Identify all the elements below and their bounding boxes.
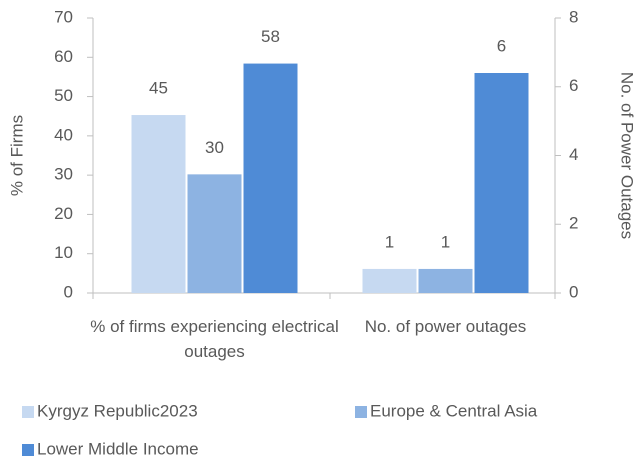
y-tick-label: 50	[54, 86, 73, 105]
y-tick-label: 70	[54, 7, 73, 26]
data-label: 58	[261, 27, 280, 46]
y-tick-label: 40	[54, 125, 73, 144]
legend-label: Lower Middle Income	[37, 439, 199, 458]
bar	[418, 268, 473, 293]
y-tick-label: 60	[54, 47, 73, 66]
data-label: 45	[149, 79, 168, 98]
bar	[362, 268, 417, 293]
bar	[187, 174, 242, 293]
y-axis-title: % of Firms	[7, 115, 26, 196]
legend-swatch	[22, 406, 34, 418]
y-tick-label: 30	[54, 165, 73, 184]
y2-tick-label: 4	[569, 145, 578, 164]
y2-tick-label: 8	[569, 7, 578, 26]
data-label: 6	[497, 36, 506, 55]
y-tick-label: 20	[54, 204, 73, 223]
bar	[131, 115, 186, 294]
data-label: 30	[205, 138, 224, 157]
y2-tick-label: 2	[569, 214, 578, 233]
y-tick-label: 0	[64, 282, 73, 301]
legend-label: Kyrgyz Republic2023	[37, 401, 198, 420]
bar	[243, 63, 298, 294]
legend-swatch	[355, 406, 367, 418]
y2-axis-title: No. of Power Outages	[618, 72, 637, 239]
data-label: 1	[441, 232, 450, 251]
y2-tick-label: 6	[569, 76, 578, 95]
x-tick-label: % of firms experiencing electrical outag…	[90, 317, 339, 361]
legend-label: Europe & Central Asia	[370, 401, 538, 420]
y2-tick-label: 0	[569, 282, 578, 301]
legend-swatch	[22, 444, 34, 456]
data-label: 1	[385, 232, 394, 251]
bar	[474, 73, 529, 293]
x-tick-label: No. of power outages	[364, 317, 527, 336]
y-tick-label: 10	[54, 243, 73, 262]
